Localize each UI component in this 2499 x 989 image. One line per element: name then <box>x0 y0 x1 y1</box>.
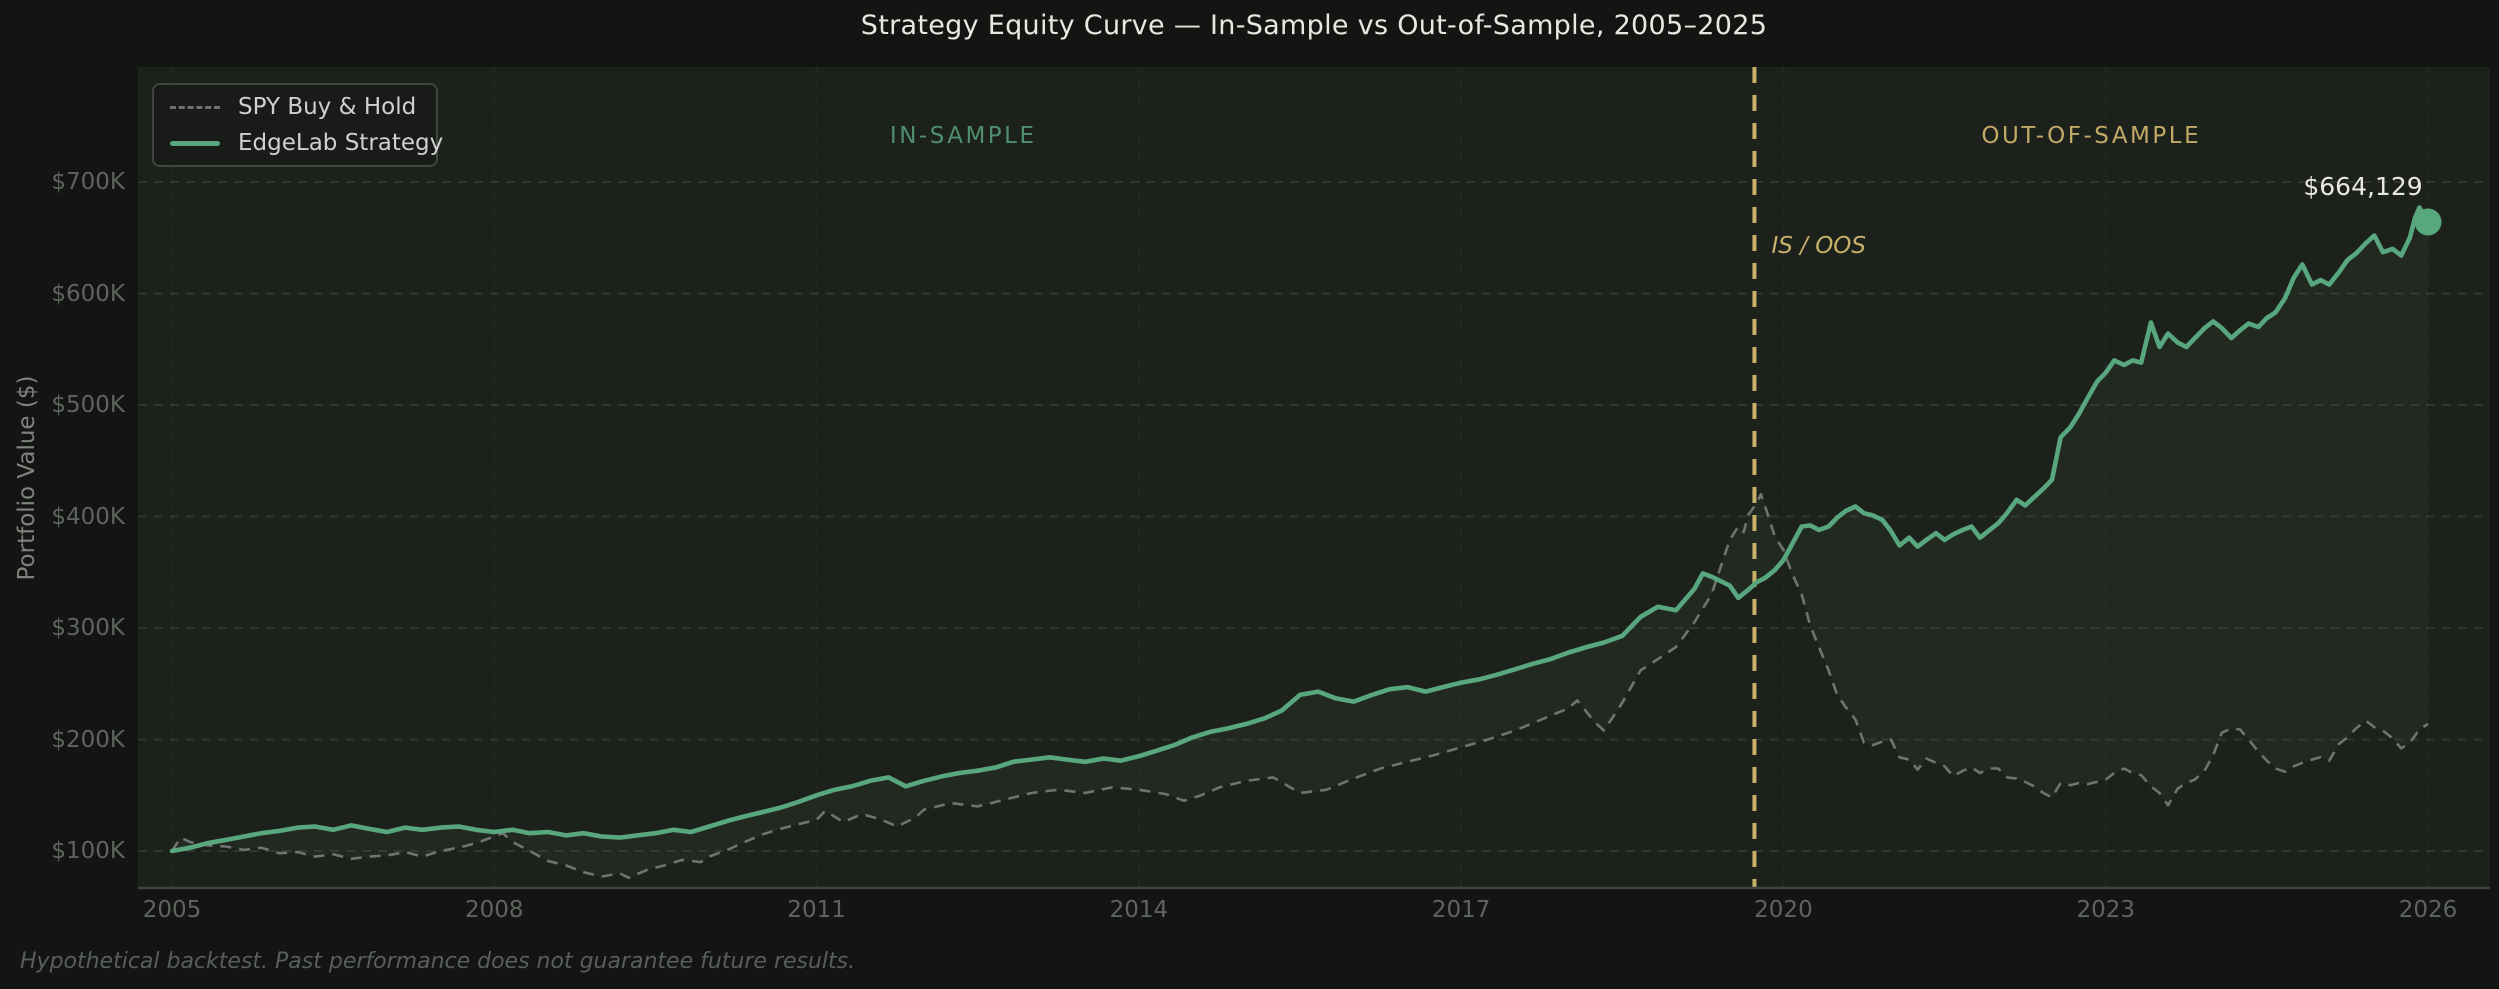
y-tick-label: $300K <box>51 615 125 641</box>
solid-line-swatch-icon <box>170 140 220 146</box>
y-tick-label: $200K <box>51 726 125 753</box>
dashed-line-swatch-icon <box>170 105 220 109</box>
is-oos-divider-label: IS / OOS <box>1771 233 1866 259</box>
y-tick-label: $100K <box>51 838 125 864</box>
chart-title: Strategy Equity Curve — In-Sample vs Out… <box>860 10 1768 41</box>
series-fill-between <box>172 207 2428 878</box>
y-tick-label: $700K <box>51 169 125 195</box>
x-tick-label: 2014 <box>1109 897 1169 923</box>
out-of-sample-zone-label: OUT-OF-SAMPLE <box>1981 123 2202 149</box>
x-tick-label: 2008 <box>465 897 524 923</box>
y-tick-label: $600K <box>51 280 125 307</box>
x-tick-label: 2017 <box>1431 897 1491 923</box>
x-tick-label: 2026 <box>2398 897 2458 923</box>
y-tick-label: $500K <box>51 392 125 418</box>
x-tick-label: 2020 <box>1754 897 1813 923</box>
x-tick-label: 2005 <box>142 897 202 923</box>
x-tick-label: 2011 <box>787 897 846 923</box>
in-sample-zone-label: IN-SAMPLE <box>889 123 1037 149</box>
legend-item-edgelab: EdgeLab Strategy <box>170 130 443 156</box>
edgelab-series-line <box>169 205 2431 854</box>
final-value-annotation: $664,129 <box>2303 171 2423 201</box>
legend: SPY Buy & Hold EdgeLab Strategy <box>152 83 443 167</box>
end-point-marker <box>2414 208 2442 236</box>
legend-label-spy: SPY Buy & Hold <box>238 94 417 120</box>
legend-item-spy: SPY Buy & Hold <box>170 94 436 120</box>
y-tick-label: $400K <box>51 503 125 530</box>
spy-series-line <box>170 492 2429 880</box>
plot-area <box>138 67 2490 888</box>
footer-disclaimer: Hypothetical backtest. Past performance … <box>20 949 856 974</box>
x-tick-label: 2023 <box>2076 897 2136 923</box>
legend-label-edgelab: EdgeLab Strategy <box>238 130 444 156</box>
